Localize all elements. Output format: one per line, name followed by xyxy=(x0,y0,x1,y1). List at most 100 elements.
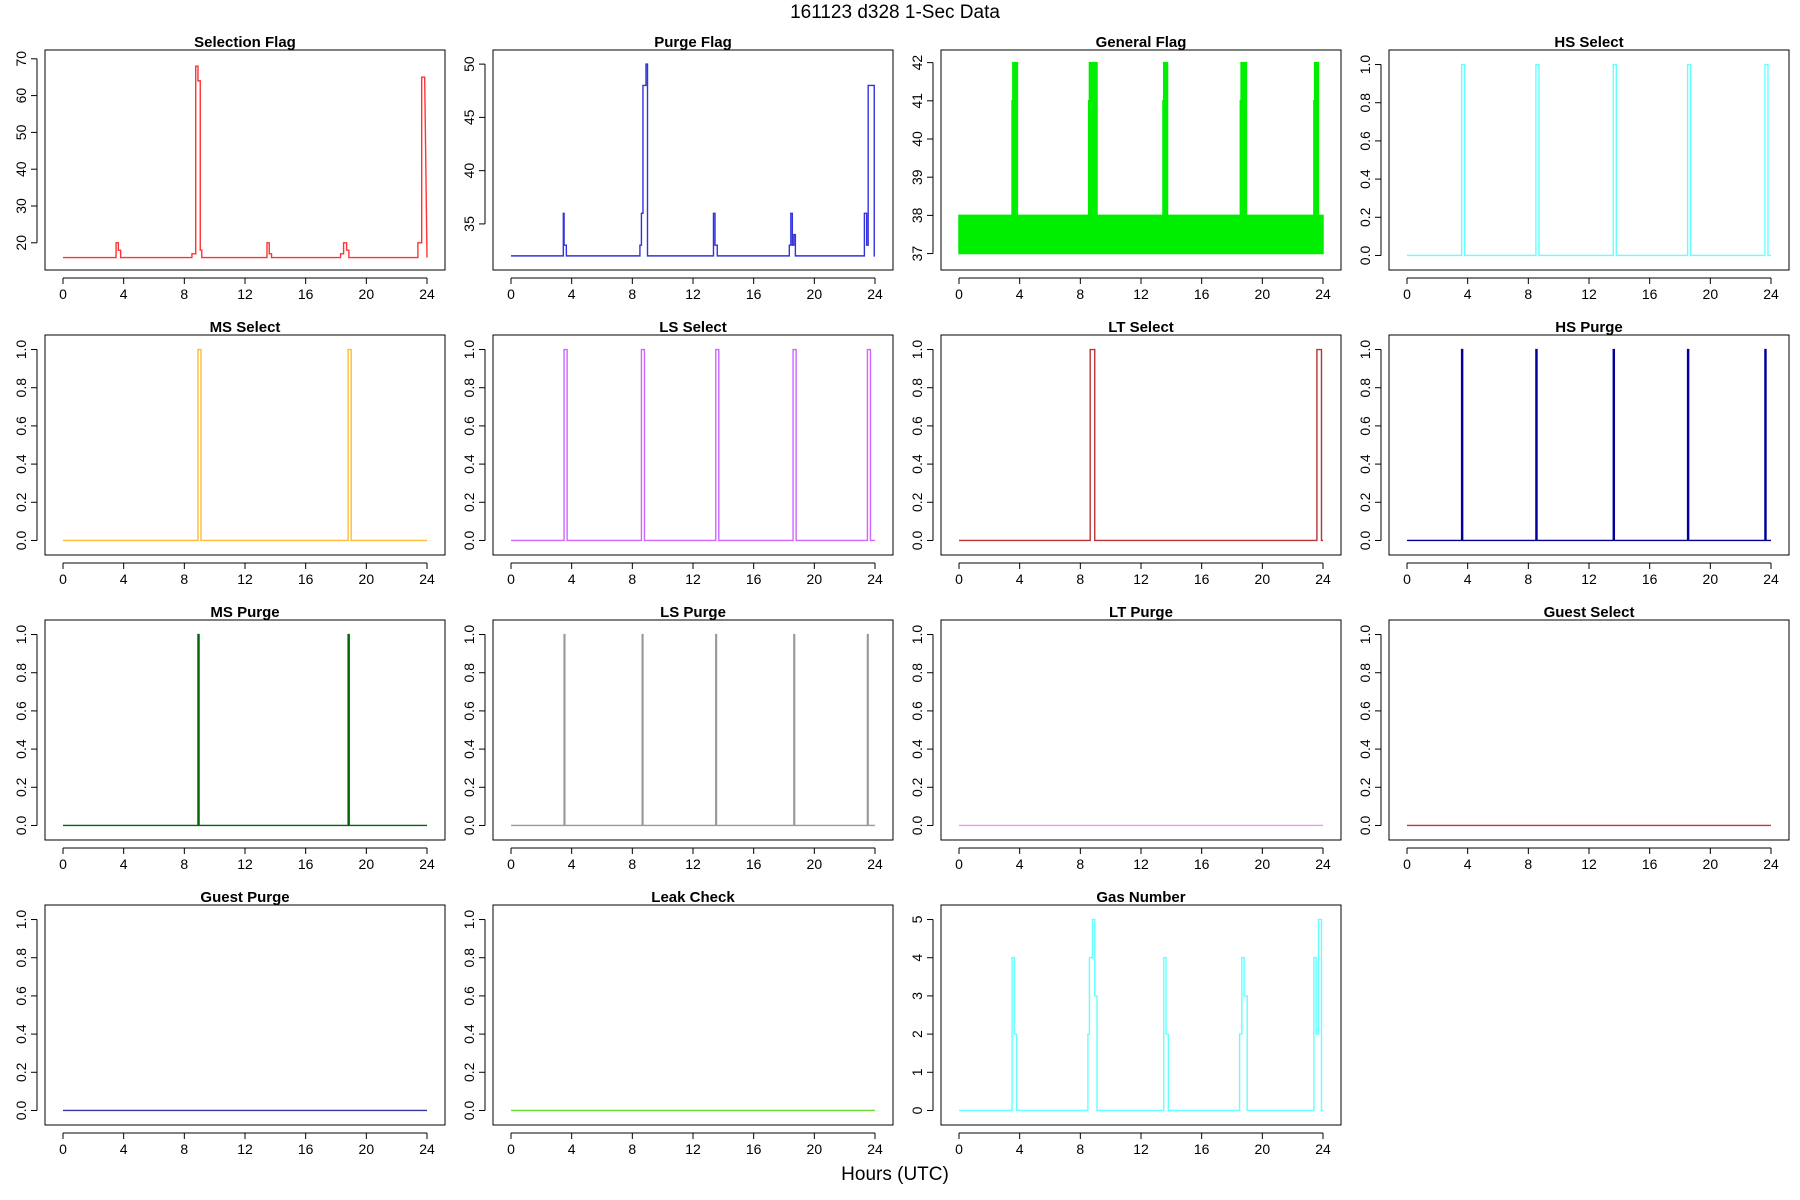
x-tick-label: 20 xyxy=(1255,571,1271,587)
x-tick-label: 20 xyxy=(359,1141,375,1157)
x-tick-label: 12 xyxy=(685,1141,701,1157)
y-tick-label: 0.4 xyxy=(909,454,925,474)
y-tick-label: 5 xyxy=(909,915,925,923)
x-tick-label: 12 xyxy=(1133,571,1149,587)
y-tick-label: 0.0 xyxy=(909,531,925,551)
x-tick-label: 16 xyxy=(746,856,762,872)
x-tick-label: 24 xyxy=(1763,286,1779,302)
x-tick-label: 0 xyxy=(59,856,67,872)
x-tick-label: 20 xyxy=(807,856,823,872)
y-tick-label: 0.6 xyxy=(1357,416,1373,436)
y-tick-label: 0.8 xyxy=(13,948,29,968)
y-tick-label: 45 xyxy=(461,109,477,125)
y-tick-label: 0.6 xyxy=(13,986,29,1006)
x-tick-label: 20 xyxy=(1703,571,1719,587)
x-tick-label: 20 xyxy=(359,856,375,872)
x-tick-label: 20 xyxy=(807,571,823,587)
series-line xyxy=(63,65,428,259)
y-tick-label: 1 xyxy=(909,1068,925,1076)
x-tick-label: 4 xyxy=(120,1141,128,1157)
y-tick-label: 35 xyxy=(461,216,477,232)
x-tick-label: 12 xyxy=(1133,1141,1149,1157)
y-tick-label: 0.4 xyxy=(1357,454,1373,474)
x-tick-label: 20 xyxy=(1703,856,1719,872)
y-tick-label: 0.6 xyxy=(461,701,477,721)
plot-frame xyxy=(940,334,1342,556)
x-tick-label: 8 xyxy=(180,856,188,872)
x-tick-label: 16 xyxy=(1194,571,1210,587)
series-line xyxy=(1407,348,1771,542)
x-tick-label: 24 xyxy=(1315,286,1331,302)
x-tick-label: 0 xyxy=(955,1141,963,1157)
y-tick-label: 0.8 xyxy=(1357,663,1373,683)
y-tick-label: 1.0 xyxy=(1357,340,1373,360)
plot-frame xyxy=(940,49,1342,271)
y-tick-label: 0.2 xyxy=(909,492,925,512)
y-tick-label: 70 xyxy=(13,51,29,67)
y-tick-label: 0.6 xyxy=(13,416,29,436)
x-tick-label: 24 xyxy=(419,856,435,872)
y-tick-label: 37 xyxy=(909,246,925,262)
x-tick-label: 4 xyxy=(568,1141,576,1157)
y-tick-label: 0.0 xyxy=(1357,816,1373,836)
x-tick-label: 12 xyxy=(685,571,701,587)
x-tick-label: 8 xyxy=(1076,1141,1084,1157)
x-tick-label: 4 xyxy=(120,571,128,587)
y-tick-label: 0.4 xyxy=(1357,739,1373,759)
x-tick-label: 24 xyxy=(867,1141,883,1157)
y-tick-label: 50 xyxy=(13,124,29,140)
x-tick-label: 0 xyxy=(1403,286,1411,302)
x-tick-label: 0 xyxy=(59,571,67,587)
y-tick-label: 41 xyxy=(909,93,925,109)
panel-3: General Flag 0 4 8 12 16 20 24 37 38 39 40 41 42 xyxy=(909,34,1342,302)
panel-title: HS Purge xyxy=(1555,319,1623,336)
x-tick-label: 24 xyxy=(867,856,883,872)
y-tick-label: 0.4 xyxy=(461,739,477,759)
plot-frame xyxy=(44,334,446,556)
y-tick-label: 2 xyxy=(909,1030,925,1038)
y-tick-label: 0.4 xyxy=(1357,169,1373,189)
panel-6: LS Select 0 4 8 12 16 20 24 0.0 0.2 0.4 0.6 0.8 1.0 xyxy=(461,319,894,587)
x-tick-label: 16 xyxy=(1194,286,1210,302)
x-tick-label: 4 xyxy=(568,856,576,872)
x-tick-label: 12 xyxy=(1581,856,1597,872)
y-tick-label: 0.6 xyxy=(909,416,925,436)
x-tick-label: 24 xyxy=(419,1141,435,1157)
x-tick-label: 0 xyxy=(59,1141,67,1157)
panel-title: LS Select xyxy=(659,319,727,336)
y-tick-label: 40 xyxy=(461,163,477,179)
x-tick-label: 24 xyxy=(419,571,435,587)
y-tick-label: 0.8 xyxy=(1357,378,1373,398)
x-tick-label: 8 xyxy=(628,1141,636,1157)
panel-12: Guest Select 0 4 8 12 16 20 24 0.0 0.2 0.4 0.6 0.8 1.… xyxy=(1357,604,1790,872)
x-tick-label: 0 xyxy=(1403,856,1411,872)
y-tick-label: 0.2 xyxy=(461,1062,477,1082)
x-tick-label: 24 xyxy=(867,286,883,302)
series-line xyxy=(63,348,427,542)
y-tick-label: 0 xyxy=(909,1106,925,1114)
x-tick-label: 20 xyxy=(807,286,823,302)
series-line xyxy=(511,348,875,542)
panel-title: Gas Number xyxy=(1096,889,1185,906)
figure-xlabel: Hours (UTC) xyxy=(841,1164,949,1185)
x-tick-label: 12 xyxy=(1581,286,1597,302)
x-tick-label: 8 xyxy=(180,571,188,587)
series-line xyxy=(511,63,875,257)
y-tick-label: 0.0 xyxy=(1357,246,1373,266)
y-tick-label: 1.0 xyxy=(1357,55,1373,75)
panel-title: MS Purge xyxy=(210,604,279,621)
x-tick-label: 12 xyxy=(1581,571,1597,587)
x-tick-label: 16 xyxy=(1194,1141,1210,1157)
y-tick-label: 0.2 xyxy=(1357,777,1373,797)
x-tick-label: 16 xyxy=(746,1141,762,1157)
series-line xyxy=(63,633,427,827)
x-tick-label: 12 xyxy=(685,286,701,302)
panel-2: Purge Flag 0 4 8 12 16 20 24 35 40 45 50 xyxy=(461,34,894,302)
x-tick-label: 12 xyxy=(237,856,253,872)
x-tick-label: 0 xyxy=(507,1141,515,1157)
panel-title: LS Purge xyxy=(660,604,726,621)
panel-5: MS Select 0 4 8 12 16 20 24 0.0 0.2 0.4 0.6 0.8 1.0 xyxy=(13,319,446,587)
x-tick-label: 8 xyxy=(1524,571,1532,587)
x-tick-label: 20 xyxy=(1255,1141,1271,1157)
